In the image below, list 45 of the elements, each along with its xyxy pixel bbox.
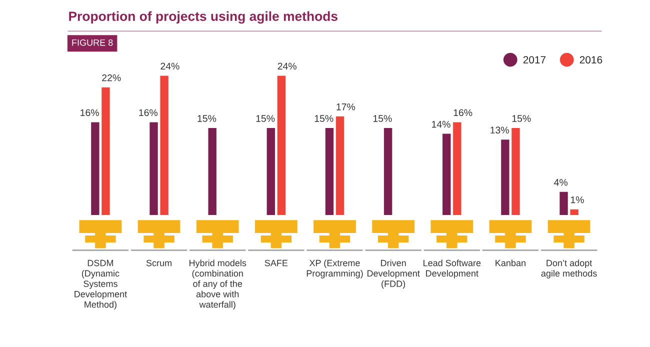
bar (277, 76, 286, 216)
bar (325, 128, 334, 216)
data-label: 15% (373, 115, 392, 122)
data-label: 15% (256, 115, 275, 122)
data-label: 16% (139, 109, 158, 116)
caption: FIGURE 8 (72, 39, 113, 46)
bar (560, 192, 568, 216)
bar (336, 116, 344, 216)
x-tick-label: Kanban (496, 260, 526, 266)
data-label: 13% (490, 126, 509, 134)
x-tick-label: XP (Extreme Programming) (306, 260, 363, 278)
bar (512, 128, 520, 216)
data-label: 24% (160, 62, 180, 70)
bar (442, 134, 451, 216)
x-tick-label: Scrum (146, 260, 172, 266)
bar (91, 122, 100, 216)
data-label: 22% (102, 74, 121, 82)
x-tick-label: Hybrid models (combination of any of the above with waterfall) (190, 260, 246, 310)
data-label: 16% (454, 109, 472, 116)
data-label: 15% (314, 115, 334, 122)
x-tick-label: DSDM (Dynamic Systems Development Method) (74, 260, 127, 310)
data-label: 14% (432, 120, 450, 128)
x-tick-label: SAFE (264, 260, 288, 266)
data-label: 24% (278, 62, 296, 70)
bar (453, 122, 462, 216)
data-label: 15% (198, 115, 216, 122)
bar (150, 122, 158, 216)
x-tick-label: Driven Development (FDD) (367, 260, 420, 289)
bar (160, 76, 168, 216)
bar (208, 128, 216, 216)
bar (102, 87, 110, 216)
data-label: 1% (570, 196, 584, 204)
x-tick-label: Lead Software Development (424, 260, 481, 278)
bar (501, 140, 510, 216)
bar (266, 128, 276, 216)
data-label: 15% (512, 115, 531, 122)
bar (384, 128, 392, 216)
data-label: 16% (80, 109, 99, 116)
legend-label: 2017 (523, 56, 546, 64)
data-label: 4% (554, 178, 568, 186)
chart-title: Proportion of projects using agile methods (69, 11, 338, 24)
legend-label: 2016 (580, 56, 602, 64)
x-tick-label: Don’t adopt agile methods (541, 260, 597, 278)
data-label: 17% (336, 103, 356, 110)
bar (570, 209, 578, 216)
